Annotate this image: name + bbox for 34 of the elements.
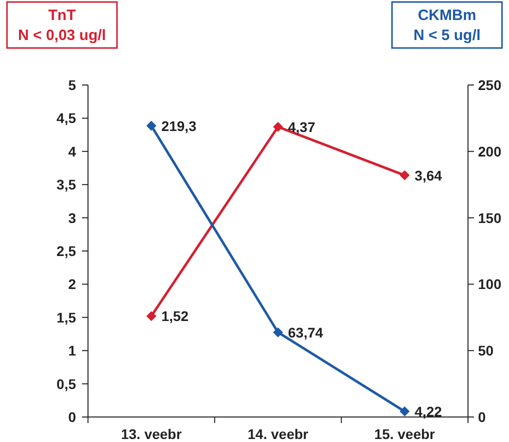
data-label: 4,37 (288, 118, 316, 135)
x-tick-label: 13. veebr (120, 426, 182, 442)
data-label: 1,52 (161, 308, 189, 324)
y2-tick-label: 100 (478, 276, 502, 292)
y-tick-label: 2 (68, 276, 76, 292)
y-axis-title: TnT N < 0,03 ug/l (18, 7, 106, 44)
y2-axis-title: CKMBm N < 5 ug/l (413, 7, 481, 44)
point (273, 327, 283, 338)
y2-tick-label: 150 (478, 210, 502, 226)
point (273, 122, 283, 132)
y-tick-label: 4 (68, 143, 76, 160)
point (400, 406, 410, 416)
y-tick-label: 2,5 (56, 243, 76, 259)
y-tick-label: 1,5 (56, 309, 76, 326)
point (146, 120, 156, 131)
x-tick-label: 14. veebr (248, 426, 309, 442)
y-tick-label: 5 (68, 77, 76, 93)
y2-tick-label: 0 (478, 409, 486, 425)
y-tick-label: 4,5 (56, 110, 76, 126)
y-tick-label: 0 (68, 409, 76, 425)
data-label: 63,74 (288, 324, 324, 340)
data-label: 4,22 (414, 403, 442, 420)
data-label: 219,3 (161, 118, 197, 134)
data-label: 3,64 (414, 167, 442, 184)
y-tick-label: 0,5 (56, 376, 76, 392)
y-tick-label: 3,5 (56, 176, 76, 193)
y-tick-label: 1 (68, 342, 76, 359)
y2-tick-label: 50 (478, 342, 494, 359)
point (400, 170, 410, 180)
x-tick-label: 15. veebr (374, 426, 436, 442)
y2-tick-label: 250 (478, 77, 502, 93)
point (146, 311, 156, 322)
y-tick-label: 3 (68, 210, 76, 226)
y2-tick-label: 200 (478, 143, 502, 160)
